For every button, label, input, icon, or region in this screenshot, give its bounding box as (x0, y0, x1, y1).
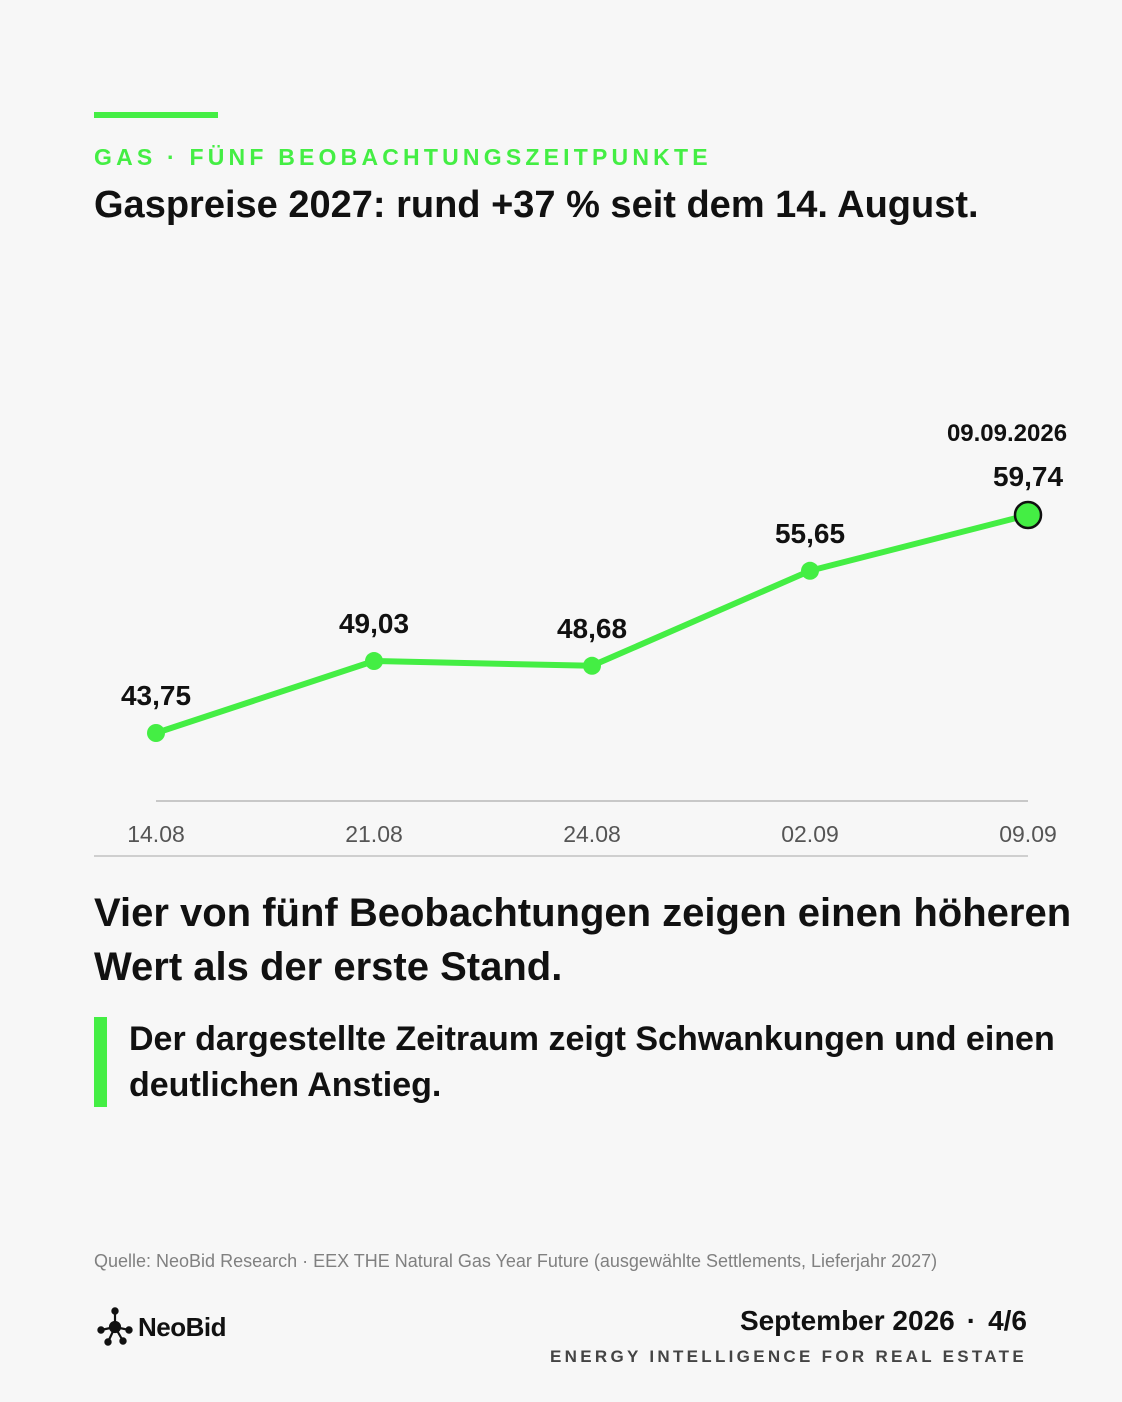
data-label: 59,74 (993, 461, 1063, 492)
x-tick-label: 02.09 (781, 821, 839, 847)
x-tick-label: 14.08 (127, 821, 185, 847)
data-label: 48,68 (557, 613, 627, 644)
brand-name: NeoBid (138, 1311, 227, 1342)
footer-separator: · (966, 1305, 977, 1336)
key-statement: Vier von fünf Beobachtungen zeigen einen… (94, 891, 1072, 989)
page-number: 4/6 (988, 1305, 1027, 1336)
data-label: 43,75 (121, 680, 191, 711)
quote-text: Der dargestellte Zeitraum zeigt Schwanku… (129, 1020, 1055, 1104)
highlight-date-label: 09.09.2026 (947, 420, 1067, 447)
tagline: ENERGY INTELLIGENCE FOR REAL ESTATE (550, 1347, 1027, 1366)
data-point (801, 561, 819, 580)
data-point (147, 724, 165, 742)
brand-logo: NeoBid (96, 1306, 227, 1348)
chart-bottom-rule (94, 855, 1028, 857)
x-tick-label: 09.09 (999, 821, 1057, 847)
accent-bar (94, 112, 218, 118)
data-point-highlight (1013, 500, 1043, 530)
issue-date: September 2026 (739, 1305, 955, 1336)
network-node-icon (97, 1307, 133, 1346)
data-point (583, 656, 601, 675)
footer-meta: September 2026 · 4/6 ENERGY INTELLIGENCE F… (550, 1305, 1027, 1367)
eyebrow-label: GAS · FÜNF BEOBACHTUNGSZEITPUNKTE (94, 144, 712, 170)
line-chart: 43,75 14.08 49,03 21.08 48,68 24.08 55,65 02.09… (121, 420, 1067, 847)
x-tick-label: 24.08 (563, 821, 621, 847)
x-tick-label: 21.08 (345, 821, 403, 847)
data-label: 55,65 (775, 518, 845, 549)
page-title: Gaspreise 2027: rund +37 % seit dem 14. … (94, 184, 979, 226)
data-point (365, 652, 383, 671)
source-note: Quelle: NeoBid Research · EEX THE Natura… (94, 1251, 938, 1271)
data-label: 49,03 (339, 608, 409, 639)
quote-accent-bar (94, 1017, 107, 1107)
